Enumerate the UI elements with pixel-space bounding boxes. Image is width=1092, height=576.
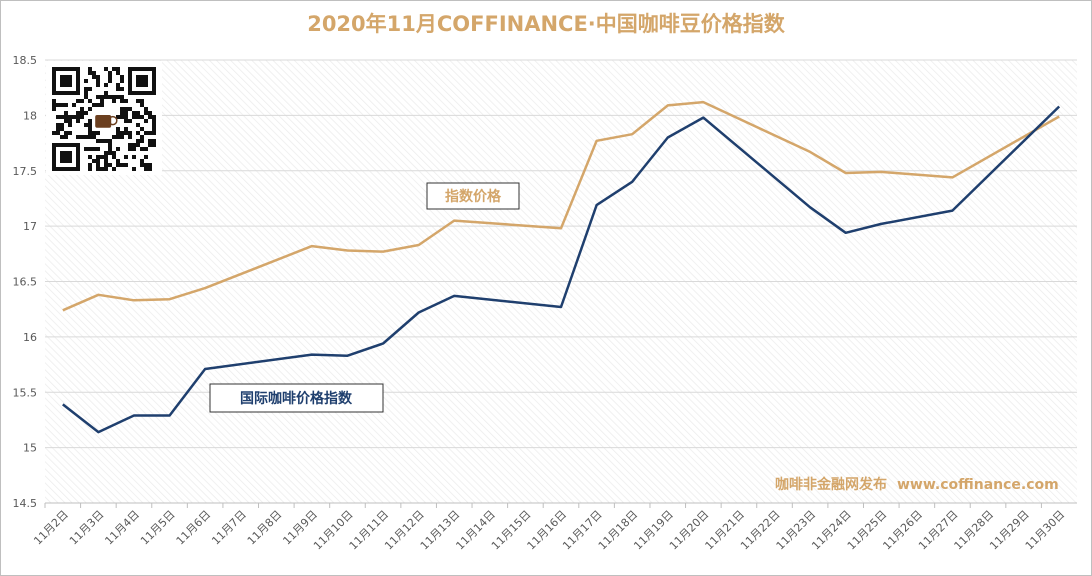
y-tick-label: 18.5 bbox=[13, 54, 38, 67]
y-tick-label: 16.5 bbox=[13, 276, 38, 289]
series-label-navy: 国际咖啡价格指数 bbox=[240, 390, 353, 407]
qr-code-icon bbox=[46, 61, 162, 175]
series-label-gold: 指数价格 bbox=[445, 188, 502, 205]
y-tick-label: 15.5 bbox=[13, 386, 38, 399]
chart-title: 2020年11月COFFINANCE·中国咖啡豆价格指数 bbox=[307, 12, 786, 36]
y-axis-ticks: 14.5 15 15.5 16 16.5 17 17.5 18 18.5 bbox=[13, 54, 38, 510]
y-tick-label: 18 bbox=[23, 109, 37, 122]
y-tick-label: 14.5 bbox=[13, 497, 38, 510]
y-tick-label: 17.5 bbox=[13, 165, 38, 178]
y-tick-label: 16 bbox=[23, 331, 37, 344]
y-tick-label: 17 bbox=[23, 220, 37, 233]
publisher-name: 咖啡非金融网发布 bbox=[775, 476, 887, 493]
series-line-gold bbox=[62, 100, 1060, 312]
series-lines bbox=[62, 100, 1061, 434]
publisher-url: www.coffinance.com bbox=[897, 477, 1059, 493]
series-label-gold-box: 指数价格 bbox=[426, 182, 520, 210]
series-line-navy bbox=[62, 105, 1061, 434]
series-label-navy-box: 国际咖啡价格指数 bbox=[209, 383, 384, 413]
y-tick-label: 15 bbox=[23, 442, 37, 455]
